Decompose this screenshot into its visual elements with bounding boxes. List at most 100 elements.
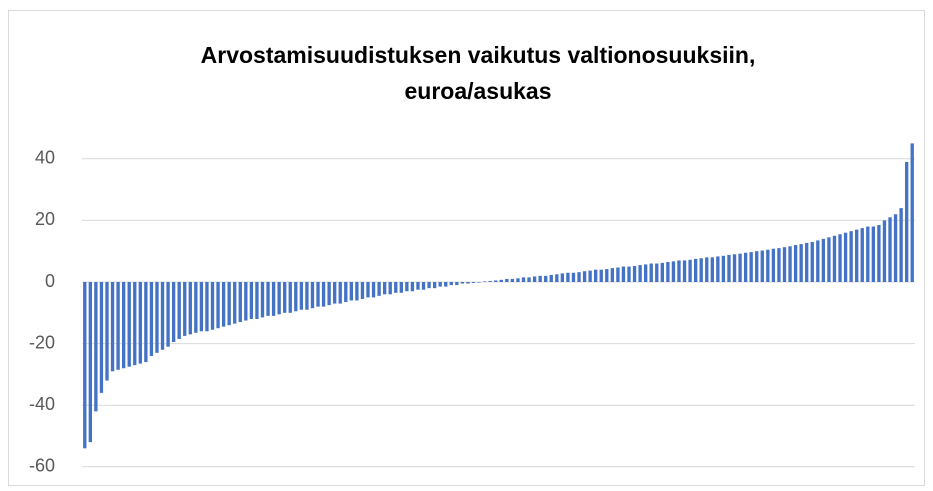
bar (588, 270, 592, 282)
bar (88, 282, 92, 443)
bar (360, 282, 365, 299)
bar (849, 231, 853, 282)
bar (649, 263, 653, 282)
bar (477, 282, 481, 283)
bar (666, 261, 670, 282)
bar (99, 282, 104, 393)
bar (138, 282, 142, 364)
bar (133, 282, 137, 366)
bar (555, 274, 559, 282)
bar (444, 282, 448, 287)
bar (116, 282, 120, 370)
bar (216, 282, 220, 329)
bar (688, 259, 692, 282)
bar (127, 282, 131, 367)
bar (421, 282, 426, 290)
bar (177, 282, 181, 339)
chart-title: euroa/asukas (404, 78, 551, 104)
bar (455, 282, 459, 286)
bar (321, 282, 326, 307)
bar (432, 282, 437, 289)
bar (577, 272, 581, 282)
bar (888, 217, 892, 282)
bar (721, 255, 726, 282)
bar (899, 208, 903, 282)
bar (399, 282, 403, 293)
bar (438, 282, 442, 287)
bar (388, 282, 392, 295)
bar (632, 265, 637, 282)
bar (755, 251, 759, 282)
bar (377, 282, 381, 296)
bar (394, 282, 398, 293)
bar (816, 240, 820, 282)
bar (249, 282, 254, 319)
bar (277, 282, 281, 315)
bar (183, 282, 187, 336)
bar (621, 266, 626, 282)
bar (860, 228, 864, 282)
bar (427, 282, 431, 289)
bar (466, 282, 470, 284)
bar (699, 258, 703, 282)
bar (843, 232, 848, 282)
y-tick-label: 40 (35, 148, 55, 168)
bar (283, 282, 287, 313)
bar (166, 282, 170, 347)
bar (255, 282, 259, 319)
bar (582, 271, 587, 282)
bar (771, 248, 776, 282)
bar (260, 282, 265, 318)
bar (355, 282, 359, 301)
bar (333, 282, 337, 304)
y-tick-label: -20 (29, 332, 55, 352)
bar (866, 226, 870, 282)
bar (832, 235, 837, 282)
bar (266, 282, 270, 316)
bar (494, 280, 498, 282)
bar (560, 273, 565, 282)
bar (121, 282, 126, 369)
bar (405, 282, 409, 292)
bar (83, 282, 87, 449)
bar (416, 282, 420, 290)
bar (205, 282, 209, 332)
bar (482, 281, 487, 282)
bar (616, 267, 620, 282)
bar (594, 269, 598, 282)
bar (349, 282, 354, 301)
y-tick-label: 20 (35, 209, 55, 229)
bar (110, 282, 115, 372)
bar (760, 250, 764, 282)
bar (743, 252, 748, 282)
bar (521, 277, 526, 282)
y-tick-label: -40 (29, 394, 55, 414)
bar (905, 161, 909, 282)
bar (238, 282, 242, 323)
bar (638, 265, 642, 282)
bar (344, 282, 348, 303)
bar (338, 282, 342, 304)
bar (294, 282, 298, 312)
bar (566, 272, 570, 282)
bar (532, 276, 537, 282)
bar (527, 277, 531, 282)
bar (838, 234, 842, 282)
bar (871, 226, 876, 282)
bar (271, 282, 276, 316)
bar (155, 282, 159, 353)
bar (693, 258, 698, 282)
bar (316, 282, 320, 307)
bar (749, 252, 753, 282)
bar (882, 220, 887, 282)
bar (777, 248, 781, 282)
bar (94, 282, 98, 412)
bar (105, 282, 109, 381)
bar (732, 254, 737, 282)
bar (199, 282, 204, 332)
bar (710, 257, 714, 282)
bar (893, 214, 898, 282)
bar (371, 282, 376, 298)
bar (549, 274, 553, 282)
